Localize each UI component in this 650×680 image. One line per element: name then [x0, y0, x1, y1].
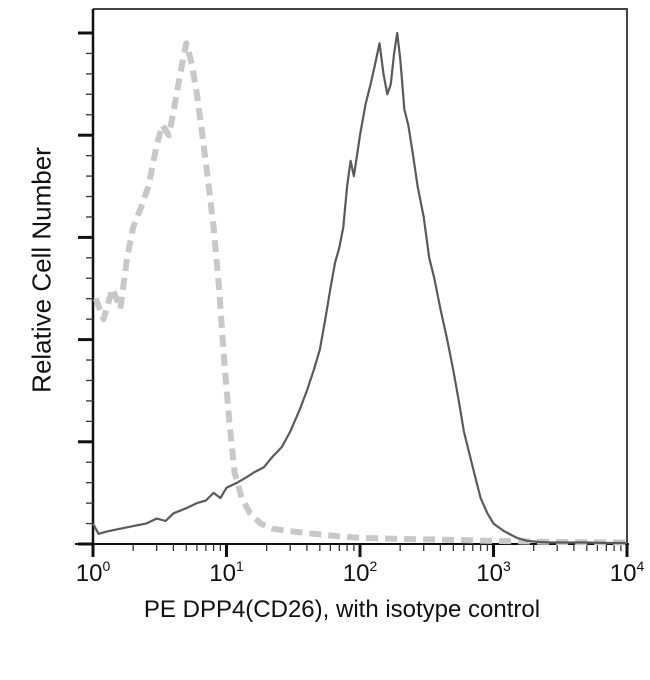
x-tick-label: 101: [209, 558, 244, 587]
histogram-series: [92, 31, 628, 546]
x-tick-label: 100: [75, 558, 111, 587]
x-tick-label: 103: [476, 558, 511, 587]
x-axis-label: PE DPP4(CD26), with isotype control: [143, 596, 541, 623]
isotype-control-curve: [92, 40, 628, 546]
y-axis-ticks: [78, 31, 93, 546]
sample-curve: [92, 31, 627, 545]
x-tick-label: 102: [342, 558, 378, 587]
x-axis-ticks: [91, 544, 629, 557]
plot-frame: [75, 8, 629, 556]
x-tick-label: 104: [609, 558, 645, 587]
y-axis-label: Relative Cell Number: [26, 147, 57, 393]
